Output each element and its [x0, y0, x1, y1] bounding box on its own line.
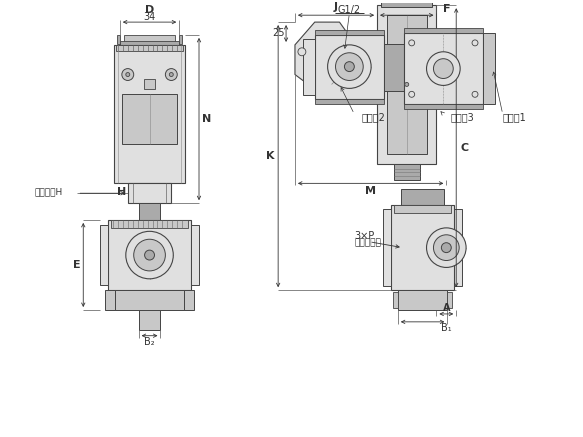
- Bar: [124, 35, 175, 43]
- Text: B₁: B₁: [441, 323, 452, 333]
- Circle shape: [405, 83, 409, 87]
- Circle shape: [433, 59, 453, 79]
- Circle shape: [345, 62, 354, 72]
- Bar: [447, 292, 452, 308]
- Bar: [391, 205, 454, 290]
- Circle shape: [409, 40, 415, 46]
- Circle shape: [134, 239, 166, 271]
- Bar: [105, 290, 115, 310]
- Bar: [114, 45, 185, 184]
- Circle shape: [166, 69, 177, 80]
- Bar: [184, 290, 194, 310]
- Bar: [483, 33, 495, 104]
- Polygon shape: [295, 22, 359, 90]
- Text: 管接続口径: 管接続口径: [354, 238, 381, 247]
- Text: 25: 25: [272, 28, 285, 38]
- Text: E: E: [72, 260, 80, 270]
- Text: ポート2: ポート2: [361, 112, 385, 122]
- Text: H: H: [117, 187, 126, 197]
- Bar: [143, 80, 156, 90]
- Circle shape: [433, 235, 459, 260]
- Circle shape: [126, 73, 130, 76]
- Bar: [116, 45, 183, 51]
- Bar: [315, 30, 384, 35]
- Bar: [108, 220, 191, 290]
- Circle shape: [328, 45, 371, 88]
- Text: 3×P: 3×P: [354, 231, 374, 241]
- Bar: [191, 225, 199, 285]
- Bar: [404, 104, 483, 109]
- Bar: [404, 33, 483, 104]
- Bar: [315, 99, 384, 104]
- Bar: [122, 94, 177, 144]
- Bar: [383, 209, 391, 286]
- Circle shape: [472, 91, 478, 97]
- Bar: [393, 292, 398, 308]
- Circle shape: [427, 52, 460, 85]
- Circle shape: [298, 48, 306, 56]
- Bar: [454, 209, 462, 286]
- Text: D: D: [145, 5, 154, 15]
- Circle shape: [472, 40, 478, 46]
- Bar: [128, 184, 171, 203]
- Bar: [139, 310, 160, 330]
- Bar: [315, 35, 384, 99]
- Text: B₂: B₂: [144, 336, 155, 347]
- Bar: [117, 35, 120, 44]
- Text: 六角対辺H: 六角対辺H: [34, 188, 62, 197]
- Text: C: C: [460, 143, 468, 153]
- Circle shape: [336, 53, 363, 80]
- Circle shape: [169, 73, 173, 76]
- Circle shape: [427, 228, 466, 267]
- Text: K: K: [266, 151, 275, 161]
- Bar: [120, 41, 179, 45]
- Text: M: M: [365, 186, 376, 196]
- Bar: [377, 5, 437, 163]
- Bar: [303, 39, 315, 95]
- Bar: [384, 44, 404, 91]
- Circle shape: [122, 69, 134, 80]
- Text: G1/2: G1/2: [338, 5, 361, 15]
- Bar: [100, 225, 108, 285]
- Bar: [394, 163, 420, 180]
- Circle shape: [409, 91, 415, 97]
- Text: J: J: [334, 2, 338, 12]
- Bar: [115, 290, 184, 310]
- Bar: [139, 203, 160, 220]
- Bar: [394, 205, 451, 213]
- Circle shape: [441, 243, 451, 253]
- Bar: [179, 35, 182, 44]
- Bar: [381, 0, 433, 7]
- Circle shape: [126, 231, 173, 279]
- Text: A: A: [442, 303, 450, 313]
- Bar: [401, 189, 444, 205]
- Circle shape: [145, 250, 154, 260]
- Text: F: F: [442, 4, 450, 14]
- Bar: [359, 35, 377, 69]
- Bar: [404, 28, 483, 33]
- Bar: [111, 220, 188, 228]
- Bar: [387, 15, 427, 154]
- Text: ポート1: ポート1: [503, 112, 526, 122]
- Bar: [398, 290, 447, 310]
- Text: ポート3: ポート3: [450, 112, 474, 122]
- Text: N: N: [202, 114, 212, 124]
- Text: 34: 34: [143, 12, 156, 22]
